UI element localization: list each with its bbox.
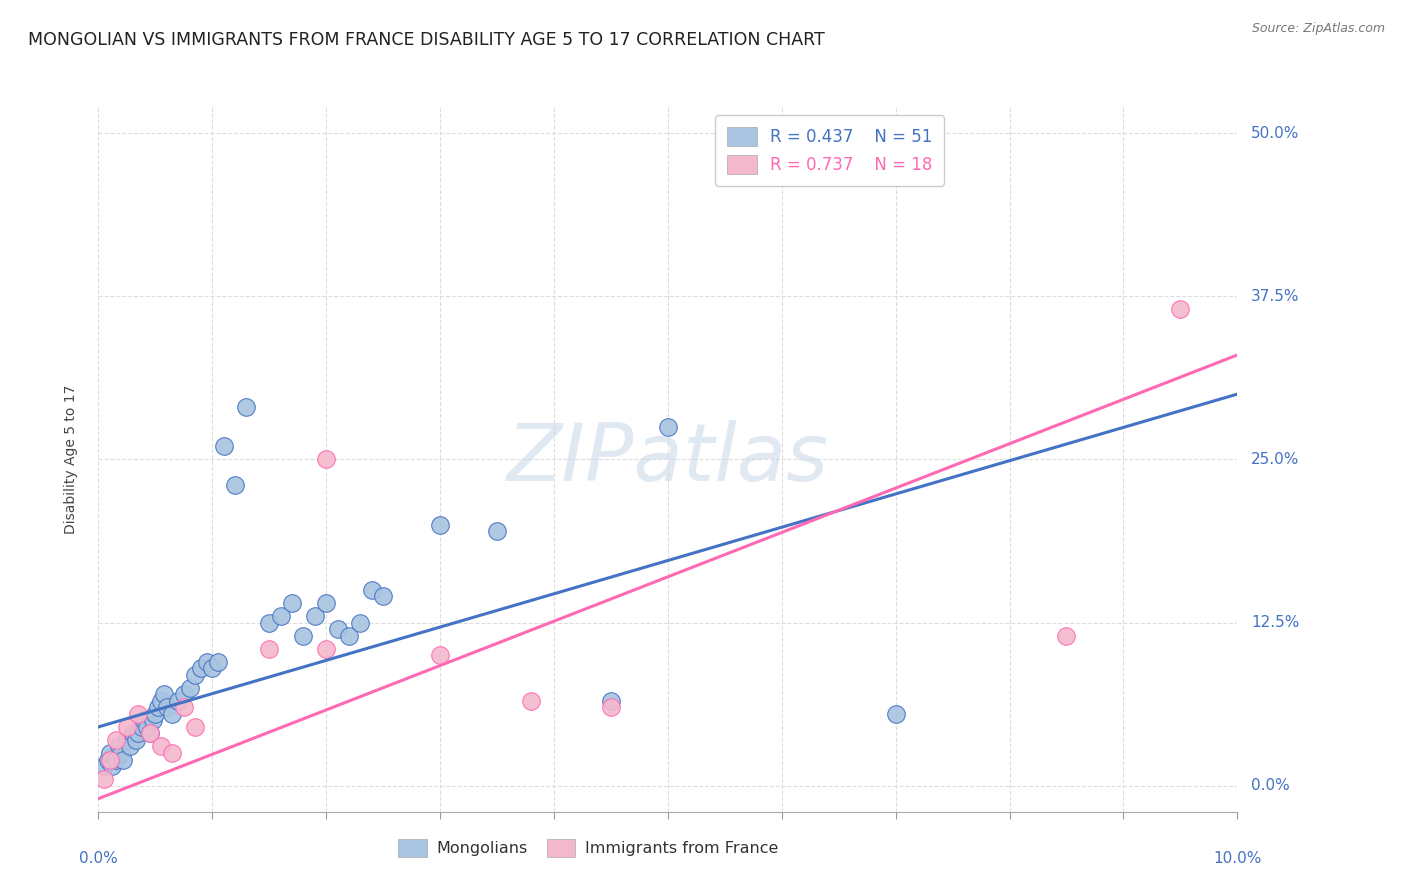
Point: [270, 609, 292, 624]
Point: [156, 700, 179, 714]
Point: [337, 628, 360, 642]
Point: [195, 655, 218, 669]
Y-axis label: Disability Age 5 to 17: Disability Age 5 to 17: [63, 384, 77, 534]
Point: [360, 582, 382, 597]
Point: [120, 739, 142, 754]
Point: [184, 667, 207, 681]
Point: [93, 772, 115, 786]
Point: [212, 439, 235, 453]
Point: [201, 661, 224, 675]
Text: 37.5%: 37.5%: [1251, 289, 1299, 304]
Point: [167, 694, 190, 708]
Point: [173, 687, 195, 701]
Point: [138, 726, 160, 740]
Point: [150, 739, 173, 754]
Point: [108, 739, 131, 754]
Point: [349, 615, 371, 630]
Point: [259, 641, 281, 656]
Point: [98, 746, 121, 760]
Point: [326, 622, 349, 636]
Point: [235, 400, 257, 414]
Point: [315, 596, 337, 610]
Point: [146, 700, 169, 714]
Point: [486, 524, 509, 538]
Point: [115, 720, 138, 734]
Point: [110, 746, 132, 760]
Point: [224, 478, 246, 492]
Point: [142, 714, 165, 728]
Point: [131, 720, 153, 734]
Point: [150, 694, 173, 708]
Text: 25.0%: 25.0%: [1251, 452, 1299, 467]
Point: [304, 609, 326, 624]
Point: [184, 720, 207, 734]
Point: [121, 726, 143, 740]
Point: [101, 759, 124, 773]
Text: ZIPatlas: ZIPatlas: [506, 420, 830, 499]
Point: [162, 746, 184, 760]
Point: [132, 714, 155, 728]
Point: [207, 655, 229, 669]
Point: [1170, 302, 1192, 317]
Point: [162, 706, 184, 721]
Point: [657, 419, 679, 434]
Point: [98, 752, 121, 766]
Point: [315, 641, 337, 656]
Text: 10.0%: 10.0%: [1213, 851, 1261, 865]
Point: [136, 720, 159, 734]
Text: 0.0%: 0.0%: [1251, 778, 1289, 793]
Point: [104, 733, 127, 747]
Point: [520, 694, 543, 708]
Point: [173, 700, 195, 714]
Point: [138, 726, 160, 740]
Point: [1056, 628, 1078, 642]
Point: [104, 752, 127, 766]
Text: 0.0%: 0.0%: [79, 851, 118, 865]
Point: [884, 706, 907, 721]
Point: [112, 752, 135, 766]
Point: [179, 681, 201, 695]
Point: [429, 648, 451, 662]
Point: [115, 733, 138, 747]
Point: [93, 759, 115, 773]
Text: 50.0%: 50.0%: [1251, 126, 1299, 141]
Point: [315, 452, 337, 467]
Point: [371, 590, 394, 604]
Point: [600, 700, 623, 714]
Point: [153, 687, 176, 701]
Text: 12.5%: 12.5%: [1251, 615, 1299, 630]
Point: [190, 661, 212, 675]
Legend: Mongolians, Immigrants from France: Mongolians, Immigrants from France: [391, 832, 785, 863]
Point: [292, 628, 315, 642]
Point: [127, 726, 149, 740]
Point: [259, 615, 281, 630]
Text: Source: ZipAtlas.com: Source: ZipAtlas.com: [1251, 22, 1385, 36]
Point: [281, 596, 304, 610]
Text: MONGOLIAN VS IMMIGRANTS FROM FRANCE DISABILITY AGE 5 TO 17 CORRELATION CHART: MONGOLIAN VS IMMIGRANTS FROM FRANCE DISA…: [28, 31, 825, 49]
Point: [600, 694, 623, 708]
Point: [127, 706, 149, 721]
Point: [145, 706, 167, 721]
Point: [125, 733, 148, 747]
Point: [96, 752, 118, 766]
Point: [429, 517, 451, 532]
